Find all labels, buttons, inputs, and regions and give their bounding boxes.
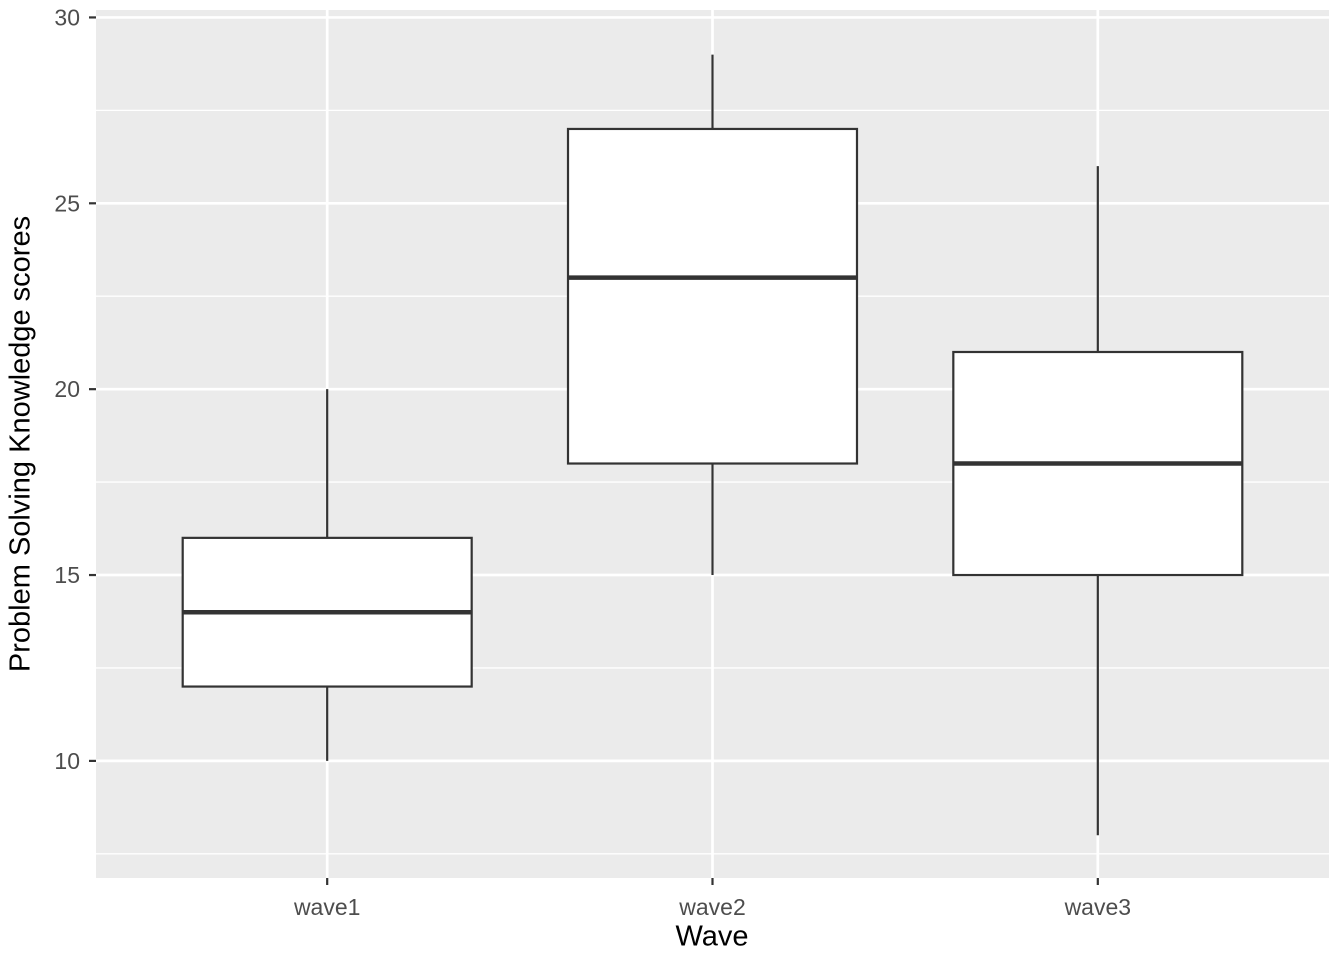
x-tick-label: wave3 bbox=[1064, 894, 1131, 920]
boxplot-wave2 bbox=[566, 54, 859, 576]
iqr-box bbox=[566, 127, 859, 465]
boxplot-wave1 bbox=[181, 389, 473, 761]
y-tick-label: 30 bbox=[54, 4, 80, 30]
y-tick-label: 15 bbox=[54, 562, 80, 588]
x-tick-label: wave2 bbox=[678, 894, 745, 920]
x-axis-title: Wave bbox=[675, 920, 749, 953]
y-tick-label: 25 bbox=[54, 190, 80, 216]
y-tick-label: 10 bbox=[54, 748, 80, 774]
x-tick-label: wave1 bbox=[293, 894, 360, 920]
y-tick-label: 20 bbox=[54, 376, 80, 402]
y-axis-title: Problem Solving Knowledge scores bbox=[4, 215, 37, 673]
boxplot-wave3 bbox=[952, 166, 1244, 836]
